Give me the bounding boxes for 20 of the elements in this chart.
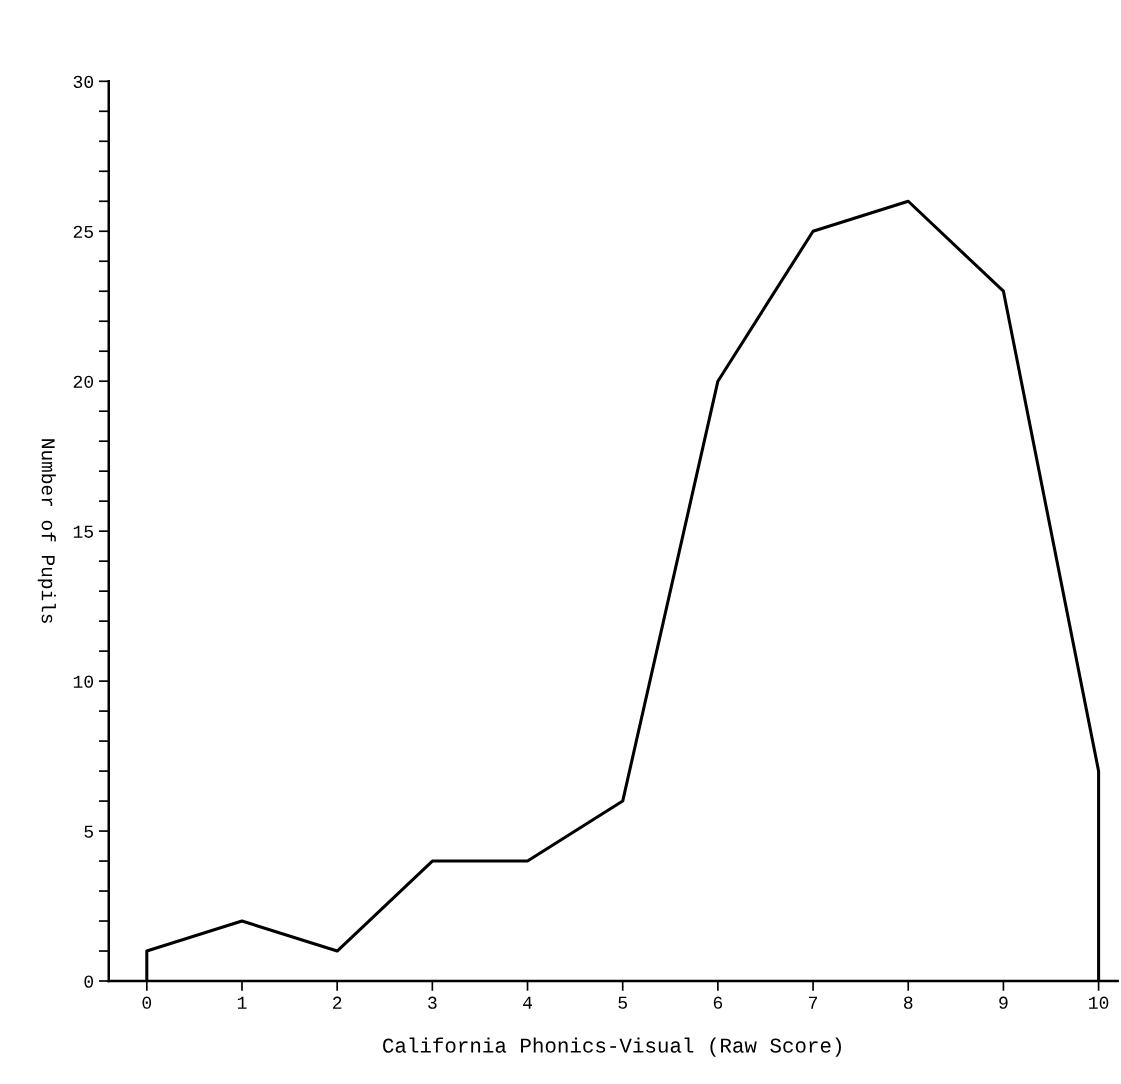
x-tick-label: 1 <box>237 996 247 1009</box>
x-tick-label: 8 <box>904 996 913 1009</box>
x-tick-label: 9 <box>999 996 1008 1009</box>
y-tick-label: 20 <box>73 375 94 388</box>
y-tick-label: 0 <box>84 975 94 988</box>
y-tick-label: 15 <box>73 525 93 538</box>
y-axis-title: Number of Pupils <box>37 439 56 623</box>
y-tick-label: 30 <box>73 75 94 89</box>
x-tick-label: 7 <box>809 996 818 1009</box>
y-tick-label: 5 <box>84 825 94 838</box>
x-tick-label: 2 <box>333 996 342 1009</box>
x-tick-label: 4 <box>523 996 533 1009</box>
y-tick-label: 25 <box>73 225 93 238</box>
x-tick-label: 3 <box>428 996 437 1009</box>
x-tick-label: 0 <box>142 996 152 1009</box>
x-tick-label: 5 <box>618 996 627 1009</box>
x-axis-title: California Phonics-Visual (Raw Score) <box>383 1037 841 1057</box>
x-tick-label: 10 <box>1089 996 1109 1009</box>
x-tick-label: 6 <box>713 996 723 1009</box>
y-tick-label: 10 <box>73 675 94 688</box>
